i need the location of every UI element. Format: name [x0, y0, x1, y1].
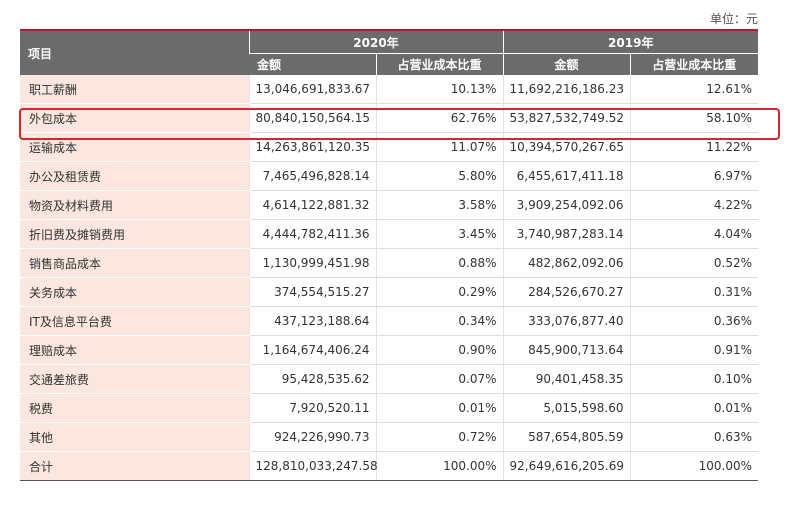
row-amount-2020: 924,226,990.73	[248, 422, 376, 452]
row-amount-2020: 4,444,782,411.36	[248, 219, 376, 249]
row-ratio-2020: 62.76%	[375, 103, 503, 133]
table-row: 关务成本 374,554,515.27 0.29% 284,526,670.27 0.3…	[20, 277, 758, 307]
header-ratio-2019: 占营业成本比重	[629, 53, 758, 75]
row-item: IT及信息平台费	[20, 306, 249, 336]
row-amount-2019: 587,654,805.59	[502, 422, 630, 452]
row-amount-2019: 845,900,713.64	[502, 335, 630, 365]
table-row: IT及信息平台费 437,123,188.64 0.34% 333,076,877.4…	[20, 306, 758, 336]
row-item: 物资及材料费用	[20, 190, 249, 220]
row-amount-2019: 284,526,670.27	[502, 277, 630, 307]
row-ratio-2019: 0.31%	[629, 277, 758, 307]
table-row: 理赔成本 1,164,674,406.24 0.90% 845,900,713.64 0…	[20, 335, 758, 365]
row-ratio-2019: 4.22%	[629, 190, 758, 220]
table-row: 职工薪酬 13,046,691,833.67 10.13% 11,692,216,18…	[20, 75, 758, 104]
table-row: 运输成本 14,263,861,120.35 11.07% 10,394,570,26…	[20, 132, 758, 162]
row-ratio-2019: 0.91%	[629, 335, 758, 365]
row-ratio-2020: 100.00%	[375, 451, 503, 481]
row-amount-2019: 333,076,877.40	[502, 306, 630, 336]
row-amount-2020: 374,554,515.27	[248, 277, 376, 307]
row-ratio-2019: 0.36%	[629, 306, 758, 336]
table-row: 销售商品成本 1,130,999,451.98 0.88% 482,862,092.0…	[20, 248, 758, 278]
row-amount-2020: 14,263,861,120.35	[248, 132, 376, 162]
table-row: 折旧费及摊销费用 4,444,782,411.36 3.45% 3,740,987,2…	[20, 219, 758, 249]
row-amount-2019: 90,401,458.35	[502, 364, 630, 394]
row-ratio-2019: 11.22%	[629, 132, 758, 162]
row-amount-2020: 95,428,535.62	[248, 364, 376, 394]
row-item: 折旧费及摊销费用	[20, 219, 249, 249]
table-row: 办公及租赁费 7,465,496,828.14 5.80% 6,455,617,411…	[20, 161, 758, 191]
row-amount-2020: 7,465,496,828.14	[248, 161, 376, 191]
header-year-2020: 2020年	[248, 31, 503, 54]
row-ratio-2019: 0.10%	[629, 364, 758, 394]
table-body: 职工薪酬 13,046,691,833.67 10.13% 11,692,216,18…	[20, 75, 758, 481]
row-ratio-2020: 0.72%	[375, 422, 503, 452]
row-item: 交通差旅费	[20, 364, 249, 394]
table-row: 外包成本 80,840,150,564.15 62.76% 53,827,532,74…	[20, 103, 758, 133]
header-amount-2019: 金额	[502, 53, 630, 75]
row-item: 职工薪酬	[20, 75, 249, 104]
row-ratio-2019: 12.61%	[629, 75, 758, 104]
row-ratio-2020: 0.34%	[375, 306, 503, 336]
table-row: 税费 7,920,520.11 0.01% 5,015,598.60 0.01%	[20, 393, 758, 423]
row-ratio-2020: 0.88%	[375, 248, 503, 278]
cost-table-container: 项目 2020年 2019年 金额 占营业成本比重 金额 占营业成本比重 职工薪…	[20, 31, 758, 481]
row-item: 合计	[20, 451, 249, 481]
row-amount-2019: 10,394,570,267.65	[502, 132, 630, 162]
row-ratio-2020: 0.90%	[375, 335, 503, 365]
row-ratio-2020: 0.07%	[375, 364, 503, 394]
row-ratio-2019: 100.00%	[629, 451, 758, 481]
header-amount-2020: 金额	[249, 53, 376, 75]
row-item: 外包成本	[20, 103, 249, 133]
row-ratio-2019: 0.63%	[629, 422, 758, 452]
row-amount-2020: 1,164,674,406.24	[248, 335, 376, 365]
row-ratio-2020: 0.29%	[375, 277, 503, 307]
header-year-2019: 2019年	[502, 31, 758, 54]
row-item: 办公及租赁费	[20, 161, 249, 191]
row-amount-2019: 92,649,616,205.69	[502, 451, 630, 481]
row-item: 运输成本	[20, 132, 249, 162]
row-ratio-2020: 11.07%	[375, 132, 503, 162]
row-amount-2020: 1,130,999,451.98	[248, 248, 376, 278]
row-ratio-2019: 0.52%	[629, 248, 758, 278]
row-amount-2019: 11,692,216,186.23	[502, 75, 630, 104]
table-row: 其他 924,226,990.73 0.72% 587,654,805.59 0.63%	[20, 422, 758, 452]
unit-label: 单位：元	[709, 12, 758, 26]
row-item: 理赔成本	[20, 335, 249, 365]
header-item: 项目	[20, 31, 249, 75]
row-amount-2019: 3,740,987,283.14	[502, 219, 630, 249]
row-ratio-2020: 3.45%	[375, 219, 503, 249]
row-amount-2020: 13,046,691,833.67	[248, 75, 376, 104]
row-ratio-2020: 10.13%	[375, 75, 503, 104]
row-ratio-2019: 58.10%	[629, 103, 758, 133]
row-amount-2020: 80,840,150,564.15	[248, 103, 376, 133]
table-row: 合计 128,810,033,247.58 100.00% 92,649,616,20…	[20, 451, 758, 481]
row-amount-2019: 5,015,598.60	[502, 393, 630, 423]
cost-table: 项目 2020年 2019年 金额 占营业成本比重 金额 占营业成本比重 职工薪…	[20, 31, 758, 481]
row-amount-2019: 3,909,254,092.06	[502, 190, 630, 220]
row-ratio-2019: 0.01%	[629, 393, 758, 423]
table-header: 项目 2020年 2019年 金额 占营业成本比重 金额 占营业成本比重	[20, 31, 758, 75]
row-ratio-2019: 4.04%	[629, 219, 758, 249]
row-item: 销售商品成本	[20, 248, 249, 278]
row-amount-2020: 4,614,122,881.32	[248, 190, 376, 220]
table-row: 物资及材料费用 4,614,122,881.32 3.58% 3,909,254,09…	[20, 190, 758, 220]
row-amount-2020: 128,810,033,247.58	[248, 451, 378, 481]
row-amount-2019: 53,827,532,749.52	[502, 103, 630, 133]
row-ratio-2019: 6.97%	[629, 161, 758, 191]
row-item: 其他	[20, 422, 249, 452]
row-ratio-2020: 3.58%	[375, 190, 503, 220]
header-ratio-2020: 占营业成本比重	[375, 53, 503, 75]
table-row: 交通差旅费 95,428,535.62 0.07% 90,401,458.35 0.10…	[20, 364, 758, 394]
row-amount-2020: 437,123,188.64	[248, 306, 376, 336]
row-amount-2019: 6,455,617,411.18	[502, 161, 630, 191]
row-item: 关务成本	[20, 277, 249, 307]
row-ratio-2020: 5.80%	[375, 161, 503, 191]
row-amount-2019: 482,862,092.06	[502, 248, 630, 278]
row-amount-2020: 7,920,520.11	[248, 393, 376, 423]
row-ratio-2020: 0.01%	[375, 393, 503, 423]
row-item: 税费	[20, 393, 249, 423]
table-top-rule	[20, 29, 758, 31]
